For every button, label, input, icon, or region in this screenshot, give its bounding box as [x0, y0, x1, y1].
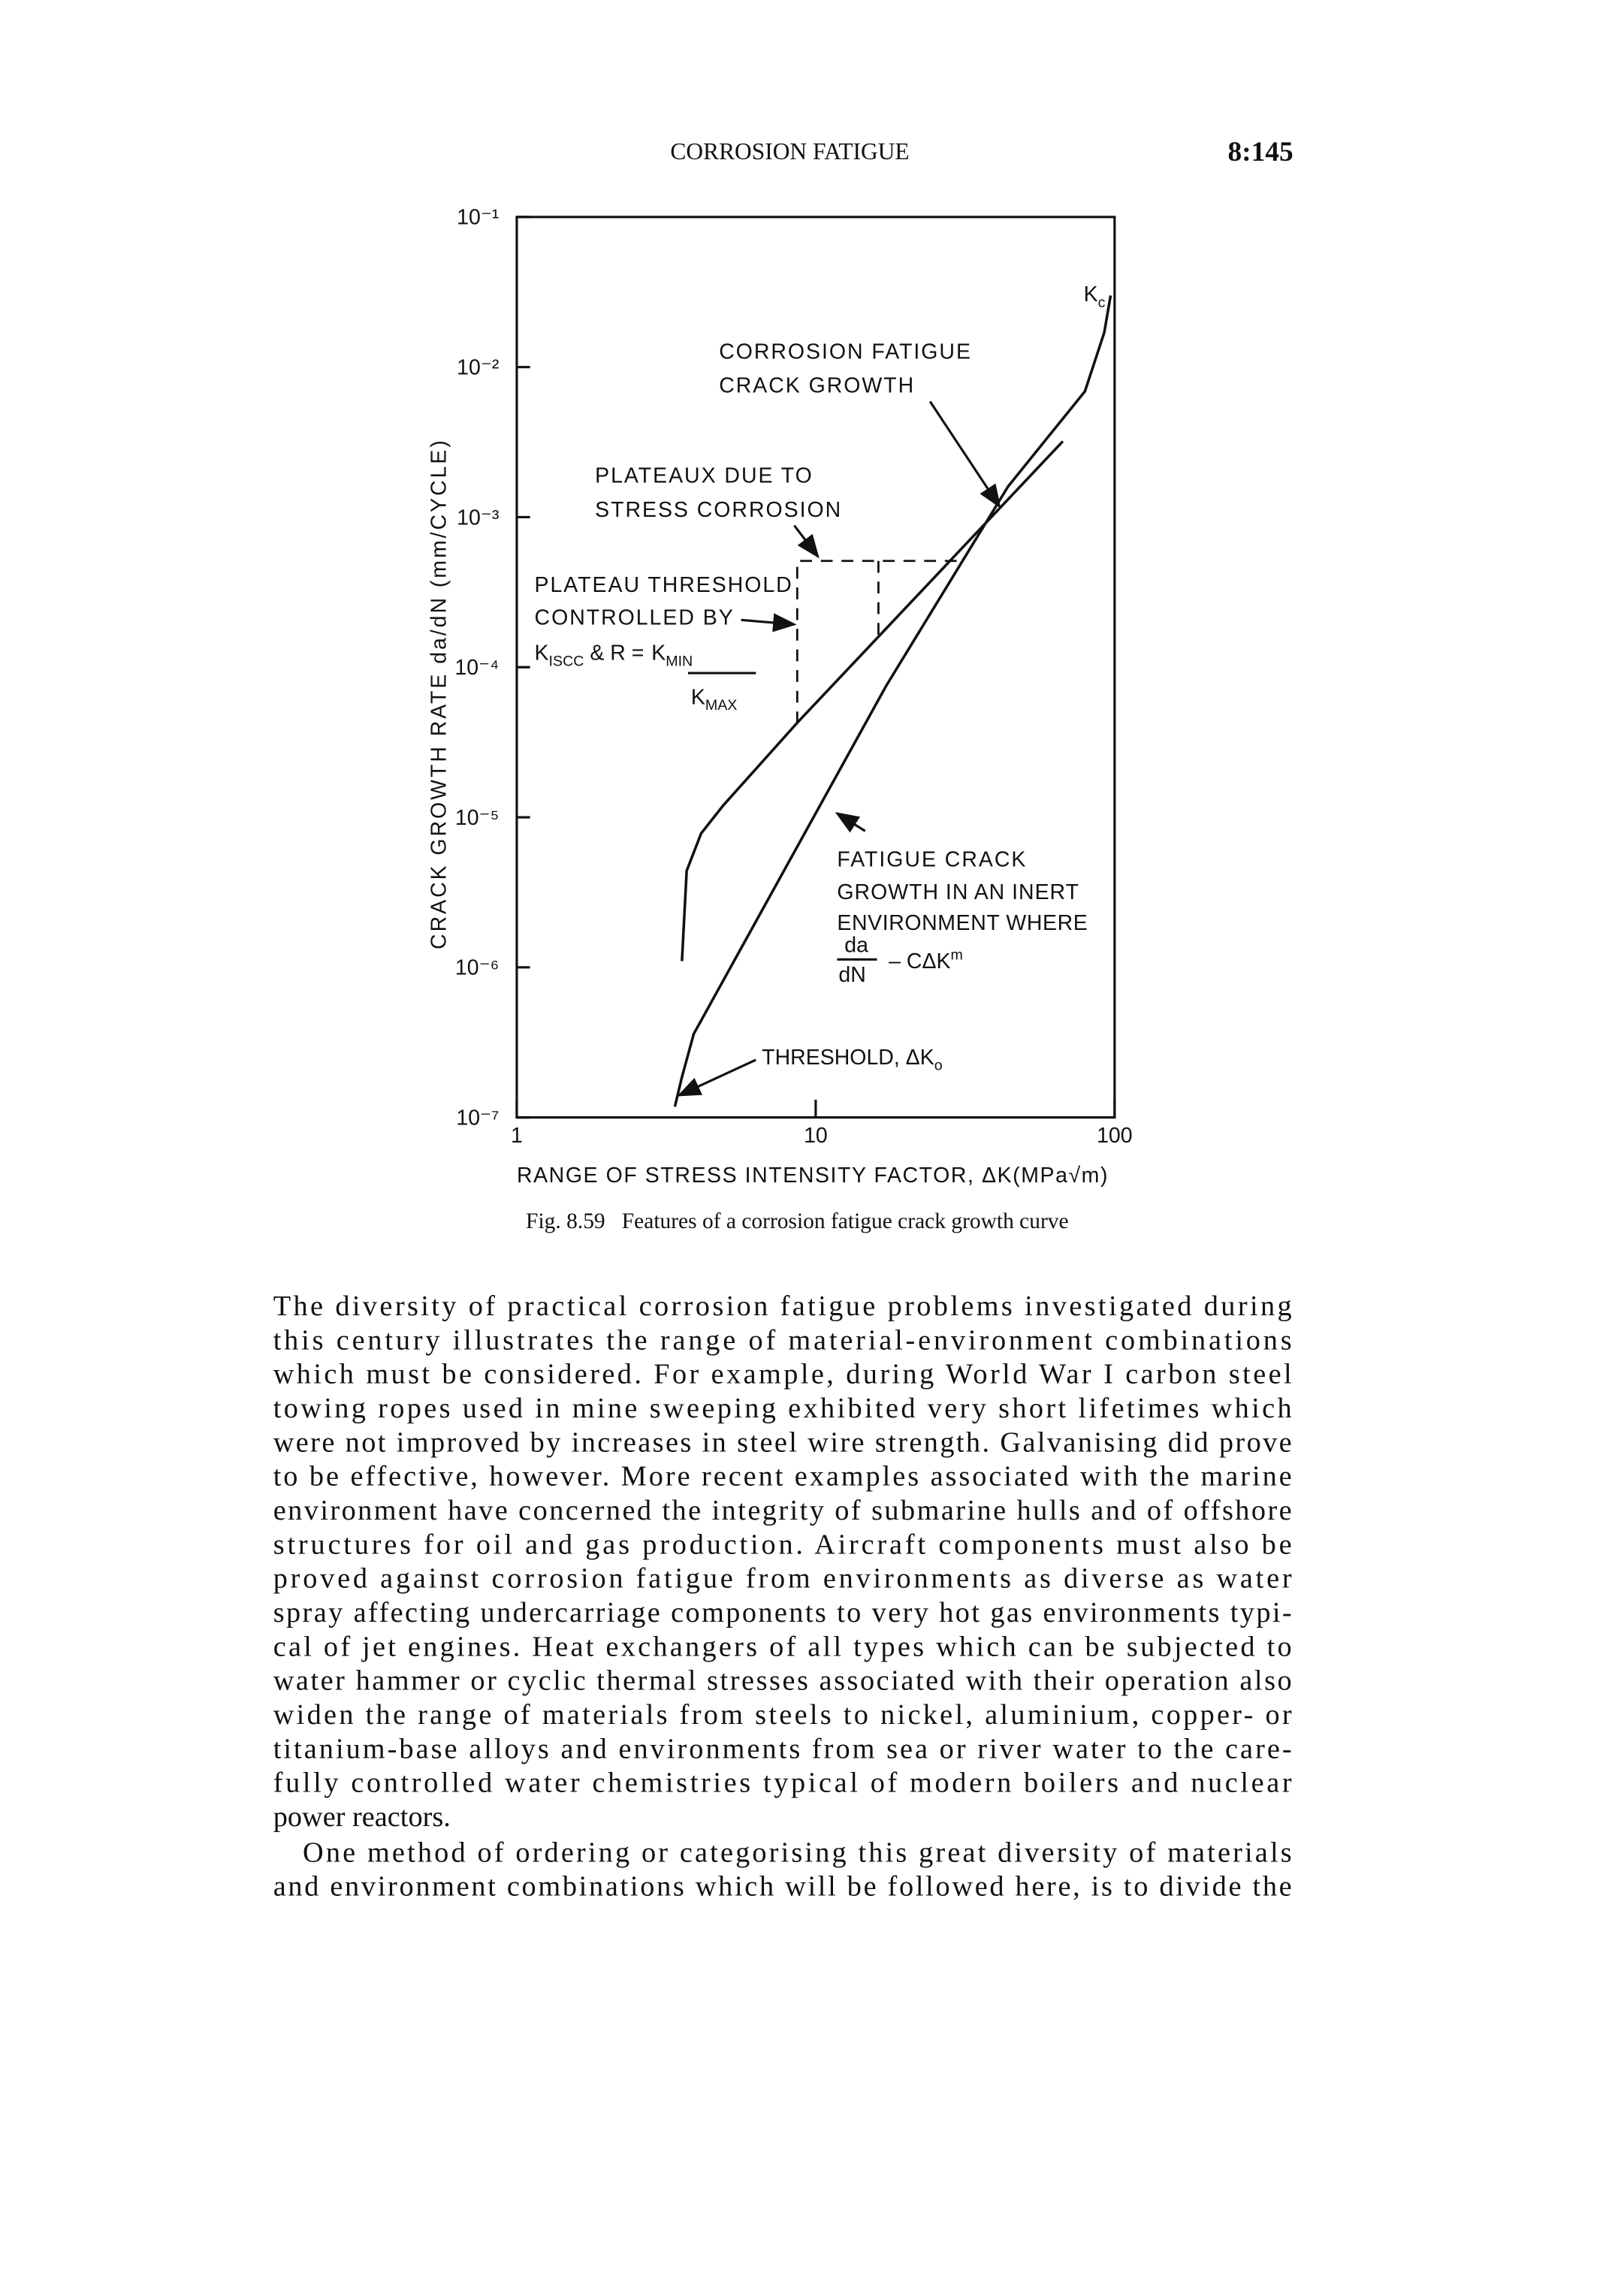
- curve: [673, 295, 1112, 1107]
- annotation-part: & R =: [590, 641, 644, 665]
- body-line: spray affecting undercarriage components…: [273, 1597, 1292, 1628]
- figure: CRACK GROWTH RATE da/dN (mm/CYCLE) RANGE…: [427, 206, 1133, 1188]
- x-tick-label: 10: [804, 1124, 828, 1148]
- arrow: [835, 812, 866, 833]
- body-line: which must be considered. For example, d…: [273, 1359, 1292, 1390]
- annotation: CRACK GROWTH: [719, 374, 915, 398]
- annotation-part: MAX: [705, 697, 738, 714]
- annotation-part: ISCC: [549, 653, 584, 669]
- arrow: [793, 524, 820, 559]
- body-line: this century illustrates the range of ma…: [273, 1324, 1292, 1356]
- y-tick-label: 10⁻²: [457, 355, 499, 379]
- y-tick-label: 10⁻³: [457, 506, 499, 530]
- body-line: were not improved by increases in steel …: [273, 1426, 1292, 1458]
- annotation: FATIGUE CRACK: [837, 848, 1027, 872]
- body-line: widen the range of materials from steels…: [273, 1699, 1292, 1731]
- body-line: proved against corrosion fatigue from en…: [273, 1563, 1292, 1595]
- running-title: CORROSION FATIGUE: [670, 138, 909, 165]
- annotation-part: THRESHOLD, ΔK: [762, 1046, 934, 1070]
- annotation-part: o: [934, 1058, 943, 1074]
- annotation: THRESHOLD, ΔKo: [762, 1046, 943, 1074]
- body-line: water hammer or cyclic thermal stresses …: [273, 1665, 1292, 1697]
- annotation-part: m: [951, 946, 963, 963]
- annotation: PLATEAU THRESHOLD: [535, 573, 793, 597]
- annotation-part: – CΔK: [889, 949, 950, 973]
- curve: [681, 440, 1064, 961]
- arrow: [741, 613, 797, 632]
- annotation: STRESS CORROSION: [595, 498, 842, 522]
- y-tick-label: 10⁻¹: [457, 206, 499, 230]
- annotation: CONTROLLED BY: [535, 605, 735, 629]
- body-line: structures for oil and gas production. A…: [273, 1529, 1292, 1560]
- annotation: PLATEAUX DUE TO: [595, 464, 814, 488]
- body-line: and environment combinations which will …: [273, 1871, 1292, 1903]
- page-number: 8:145: [1228, 137, 1293, 168]
- body-line: fully controlled water chemistries typic…: [273, 1767, 1292, 1799]
- body-line: cal of jet engines. Heat exchangers of a…: [273, 1631, 1292, 1662]
- annotation: GROWTH IN AN INERT: [837, 880, 1079, 904]
- annotation: dN: [838, 963, 865, 987]
- plateau-dashed: [795, 560, 960, 723]
- body-line: power reactors.: [273, 1801, 451, 1833]
- annotation-part: K: [535, 641, 549, 665]
- annotation-part: c: [1098, 294, 1106, 311]
- x-axis-label: RANGE OF STRESS INTENSITY FACTOR, ΔK(MPa…: [517, 1164, 1109, 1188]
- body-line: towing ropes used in mine sweeping exhib…: [273, 1393, 1292, 1424]
- annotation: da: [844, 934, 868, 958]
- annotation-part: K: [691, 685, 705, 709]
- arrow: [928, 400, 1001, 509]
- annotation-part: K: [651, 641, 666, 665]
- body-line: environment have concerned the integrity…: [273, 1495, 1292, 1526]
- figure-caption: Fig. 8.59 Features of a corrosion fatigu…: [526, 1209, 1069, 1233]
- y-tick-label: 10⁻⁴: [454, 656, 499, 680]
- body-line: One method of ordering or categorising t…: [303, 1837, 1292, 1868]
- annotation-part: K: [1084, 282, 1098, 306]
- annotation: KMAX: [691, 685, 738, 714]
- annotation: CORROSION FATIGUE: [719, 340, 972, 364]
- y-tick-label: 10⁻⁷: [456, 1106, 499, 1130]
- annotation: – CΔKm: [889, 946, 963, 973]
- annotation: Kc: [1084, 282, 1106, 311]
- body-line: The diversity of practical corrosion fat…: [273, 1290, 1292, 1322]
- body-line: to be effective, however. More recent ex…: [273, 1461, 1292, 1493]
- x-tick-label: 100: [1097, 1124, 1133, 1148]
- annotation-part: MIN: [666, 653, 693, 669]
- annotation: ENVIRONMENT WHERE: [837, 911, 1088, 935]
- y-tick-label: 10⁻⁵: [455, 806, 500, 830]
- annotation: KISCC & R = KMIN: [535, 641, 693, 669]
- x-tick-label: 1: [511, 1124, 523, 1148]
- y-tick-label: 10⁻⁶: [455, 956, 499, 980]
- arrow: [677, 1058, 756, 1097]
- y-axis-label: CRACK GROWTH RATE da/dN (mm/CYCLE): [427, 438, 451, 949]
- body-line: titanium-base alloys and environments fr…: [273, 1733, 1292, 1764]
